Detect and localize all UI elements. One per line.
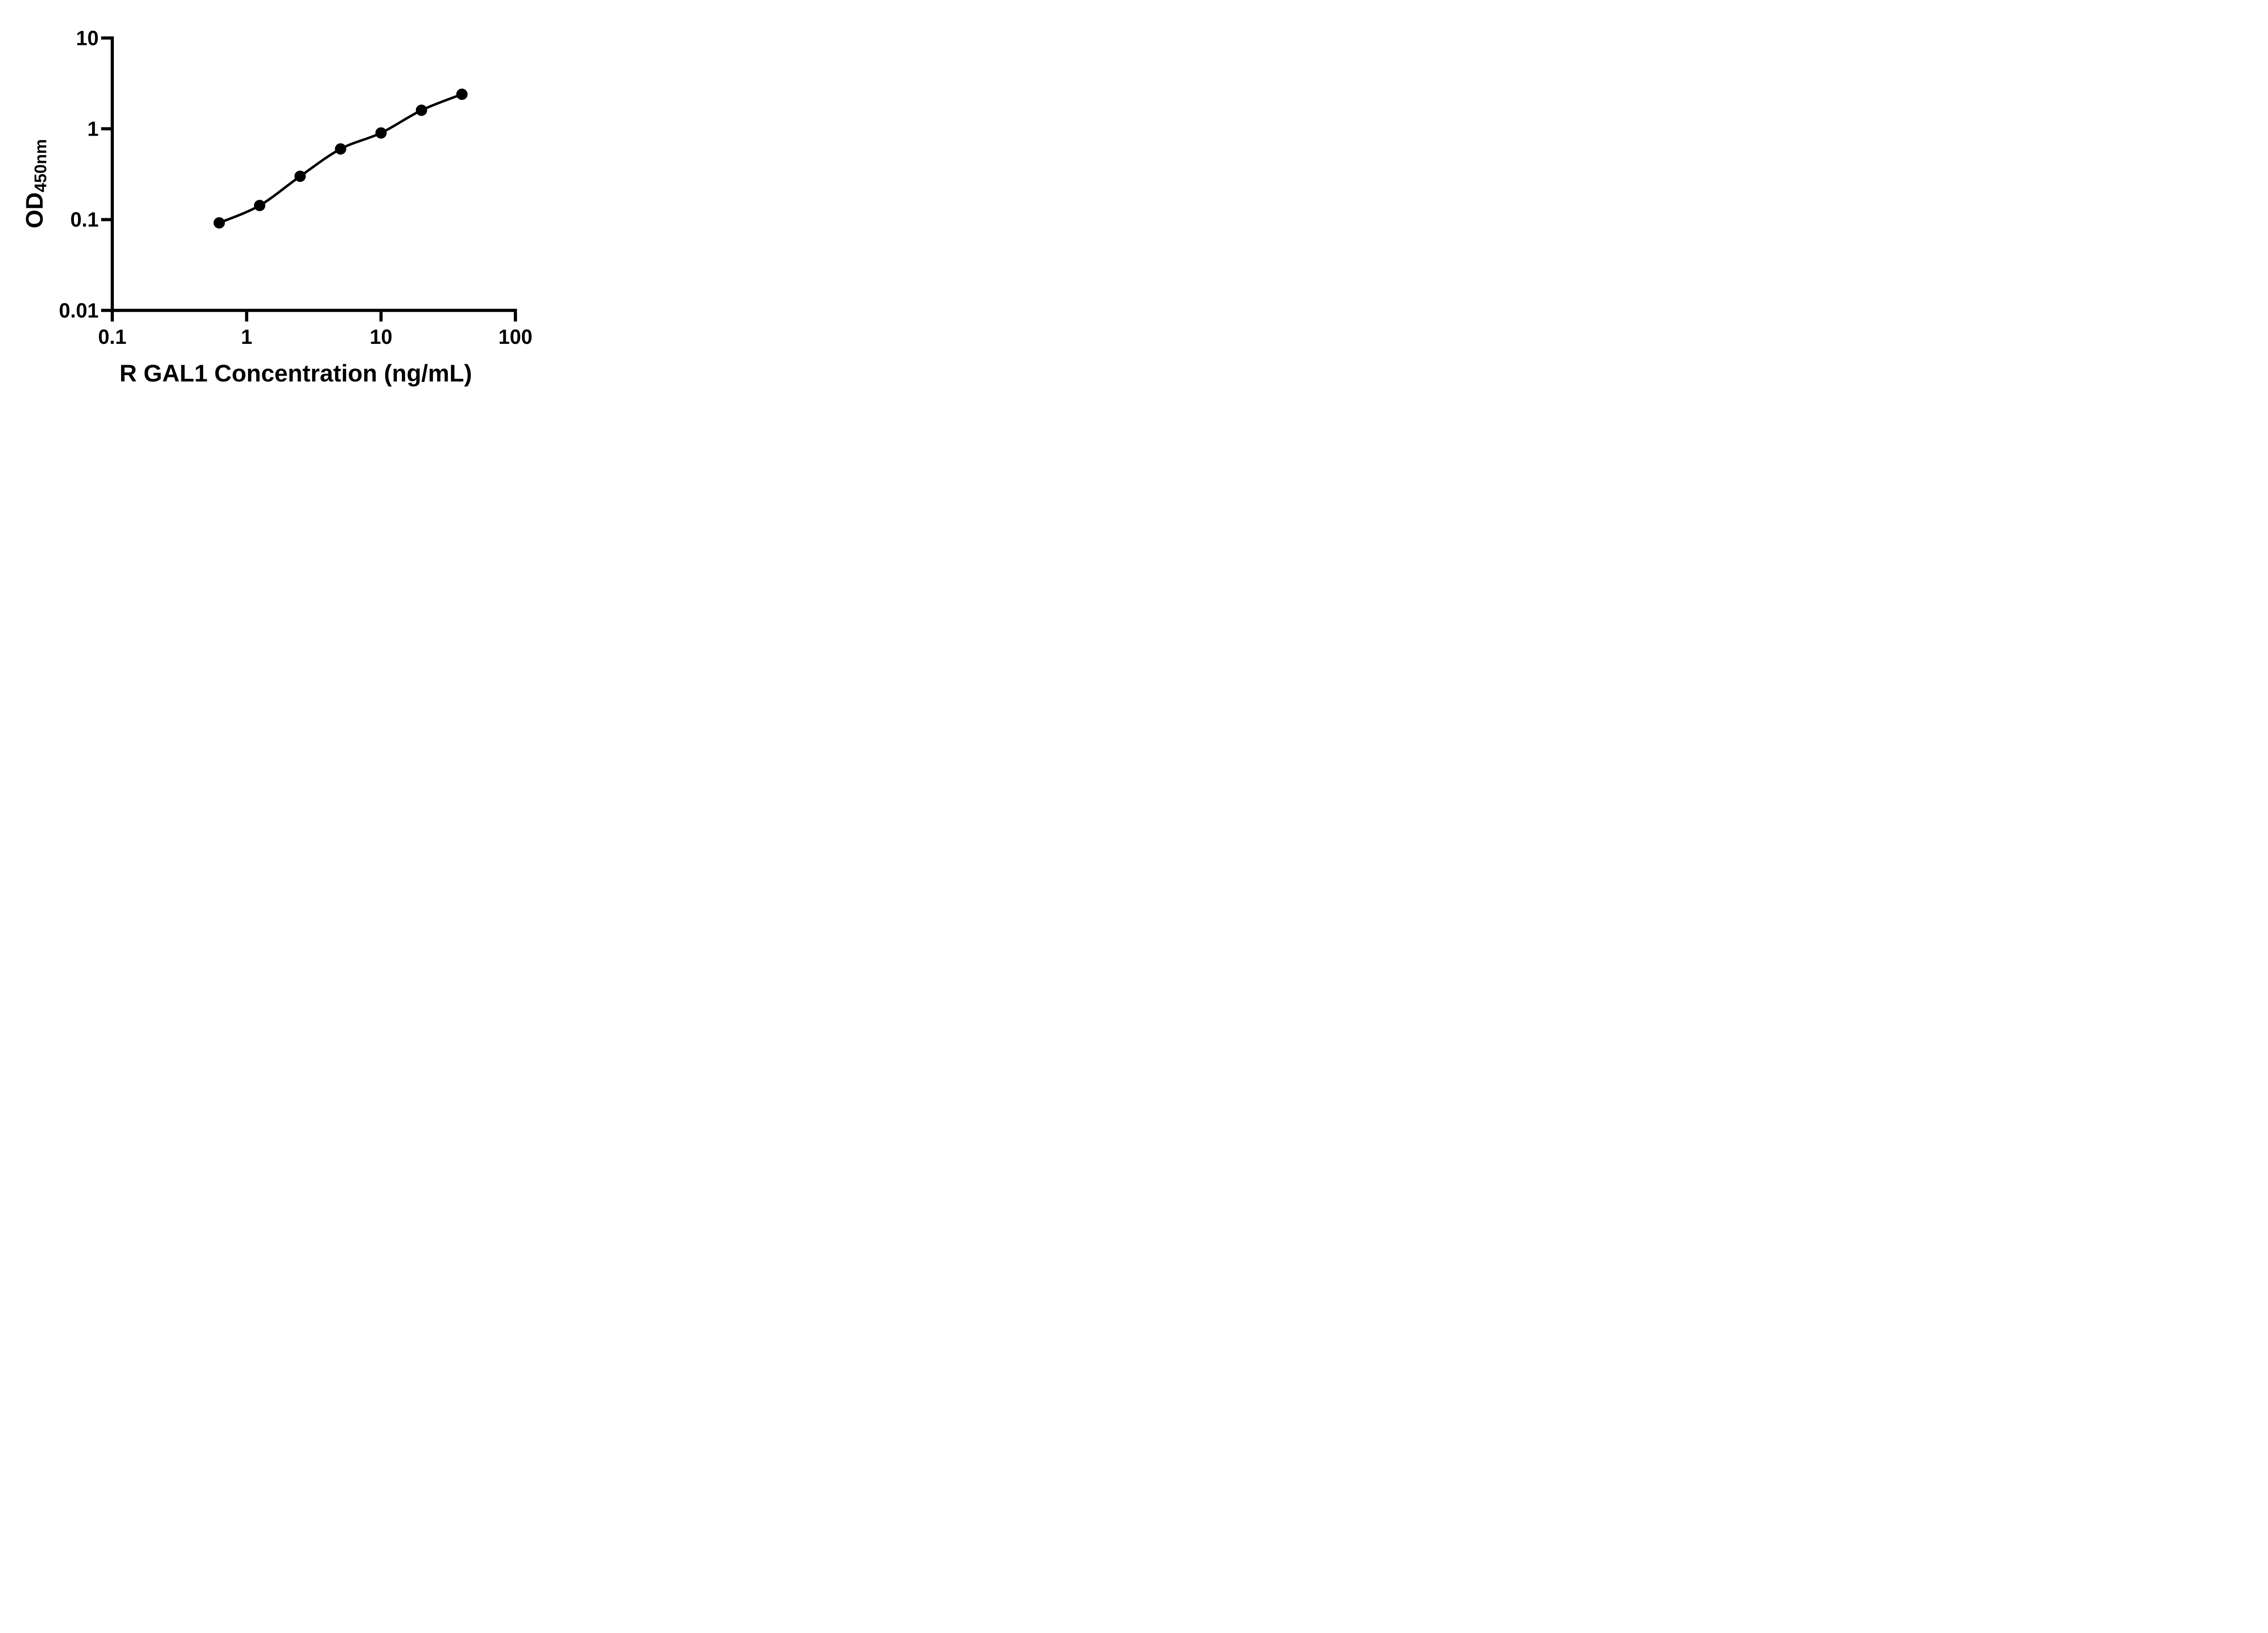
chart-canvas: 10 1 0.1 0.01 0.1 1 10 100 bbox=[59, 26, 533, 348]
y-axis-title-main: OD bbox=[21, 192, 48, 229]
y-axis-title-subscript: 450nm bbox=[31, 139, 50, 192]
y-axis-title: OD450nm bbox=[21, 93, 50, 274]
data-point-marker bbox=[456, 88, 468, 100]
data-point-marker bbox=[294, 171, 306, 182]
y-tick-label: 0.1 bbox=[70, 208, 99, 231]
data-point-marker bbox=[213, 217, 225, 229]
y-tick-label: 0.01 bbox=[59, 299, 99, 322]
x-axis-title: R GAL1 Concentration (ng/mL) bbox=[119, 360, 472, 387]
x-tick-label: 1 bbox=[241, 325, 252, 348]
x-tick-label: 0.1 bbox=[98, 325, 127, 348]
standard-curve-figure: 10 1 0.1 0.01 0.1 1 10 100 R GAL1 Concentration… bbox=[0, 0, 583, 408]
y-tick-label: 10 bbox=[76, 26, 98, 49]
data-point-marker bbox=[335, 143, 347, 155]
data-point-marker bbox=[254, 200, 265, 211]
x-tick-label: 100 bbox=[499, 325, 533, 348]
data-point-marker bbox=[415, 104, 427, 116]
x-tick-label: 10 bbox=[370, 325, 392, 348]
data-point-marker bbox=[375, 127, 387, 139]
y-tick-label: 1 bbox=[87, 117, 98, 140]
